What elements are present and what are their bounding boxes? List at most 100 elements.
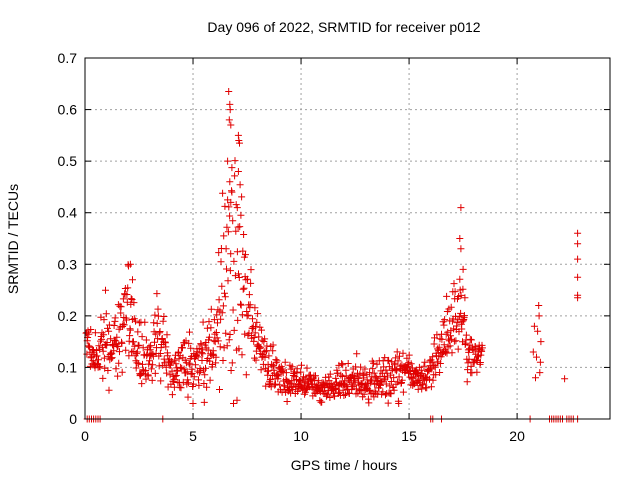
data-point <box>223 342 231 350</box>
chart-title: Day 096 of 2022, SRMTID for receiver p01… <box>207 19 480 35</box>
data-point <box>432 371 440 379</box>
grid <box>85 58 610 419</box>
data-point <box>418 369 426 377</box>
data-point <box>231 172 239 180</box>
data-point <box>436 369 444 376</box>
data-point <box>167 361 174 369</box>
data-point <box>257 366 265 374</box>
data-point <box>100 331 108 339</box>
data-point <box>157 377 165 385</box>
data-point <box>151 311 159 319</box>
y-tick-label: 0.7 <box>58 50 78 66</box>
data-point <box>229 306 237 314</box>
data-point <box>137 371 144 379</box>
data-point <box>103 339 111 346</box>
data-point <box>145 360 153 368</box>
data-point <box>453 319 461 327</box>
data-point <box>247 266 255 274</box>
data-point <box>233 396 241 404</box>
data-point <box>387 378 395 385</box>
data-point <box>394 357 402 365</box>
data-point <box>225 203 233 211</box>
data-point <box>427 383 435 391</box>
data-point <box>318 398 326 406</box>
data-point <box>574 229 582 237</box>
data-point <box>156 350 164 357</box>
data-point <box>102 286 109 294</box>
data-point <box>218 309 226 317</box>
data-point <box>468 336 475 344</box>
data-point <box>200 380 208 387</box>
data-point <box>135 360 143 368</box>
data-point <box>326 370 334 378</box>
data-point <box>360 372 368 380</box>
data-point <box>399 388 407 396</box>
data-point <box>99 347 107 355</box>
data-point <box>332 374 340 382</box>
data-point <box>102 310 110 318</box>
data-point <box>308 380 316 388</box>
data-point <box>530 322 538 330</box>
data-point <box>535 302 543 309</box>
data-point <box>159 317 167 325</box>
data-point <box>348 386 356 394</box>
data-point <box>457 291 465 299</box>
data-point <box>230 400 237 407</box>
data-point <box>213 334 221 342</box>
data-point <box>463 378 471 386</box>
data-point <box>457 204 465 212</box>
data-point <box>529 348 537 356</box>
data-point <box>253 318 261 326</box>
data-point <box>113 333 121 341</box>
data-point <box>232 201 240 209</box>
data-point <box>212 353 220 361</box>
data-point <box>236 181 244 189</box>
data-point <box>210 316 218 324</box>
data-point <box>168 391 176 399</box>
x-tick-label: 15 <box>401 428 417 444</box>
data-point <box>201 371 209 379</box>
data-point <box>114 372 122 380</box>
data-point <box>206 376 214 384</box>
data-point <box>186 328 193 336</box>
data-point <box>395 400 403 407</box>
data-point <box>384 399 392 407</box>
data-point <box>207 305 215 313</box>
data-point <box>387 390 395 398</box>
data-point <box>316 397 324 405</box>
data-point <box>217 315 225 323</box>
data-point <box>536 369 544 377</box>
data-point <box>97 337 104 345</box>
data-point <box>142 367 150 374</box>
data-point <box>222 329 230 337</box>
data-point <box>407 360 415 368</box>
data-point <box>370 369 378 377</box>
data-point <box>342 391 349 399</box>
data-point <box>426 375 433 383</box>
data-point <box>120 321 128 329</box>
data-point <box>211 330 219 338</box>
data-point <box>100 316 108 324</box>
data-point <box>457 245 465 253</box>
data-point <box>215 249 223 257</box>
data-point <box>370 393 378 401</box>
data-point <box>219 302 227 310</box>
data-point <box>574 255 582 263</box>
data-point <box>418 385 426 393</box>
data-point <box>443 292 451 300</box>
data-point <box>98 335 106 343</box>
data-point <box>234 316 242 324</box>
data-point <box>116 348 123 356</box>
data-point <box>331 386 339 393</box>
data-point <box>139 344 147 352</box>
data-point <box>390 386 398 394</box>
y-tick-label: 0.5 <box>58 153 78 169</box>
data-point <box>135 342 143 350</box>
data-point <box>222 245 230 253</box>
data-point <box>240 284 248 292</box>
data-point <box>338 360 346 368</box>
data-point <box>367 379 375 387</box>
data-point <box>202 364 209 372</box>
data-point <box>198 349 206 357</box>
data-point <box>282 369 290 377</box>
